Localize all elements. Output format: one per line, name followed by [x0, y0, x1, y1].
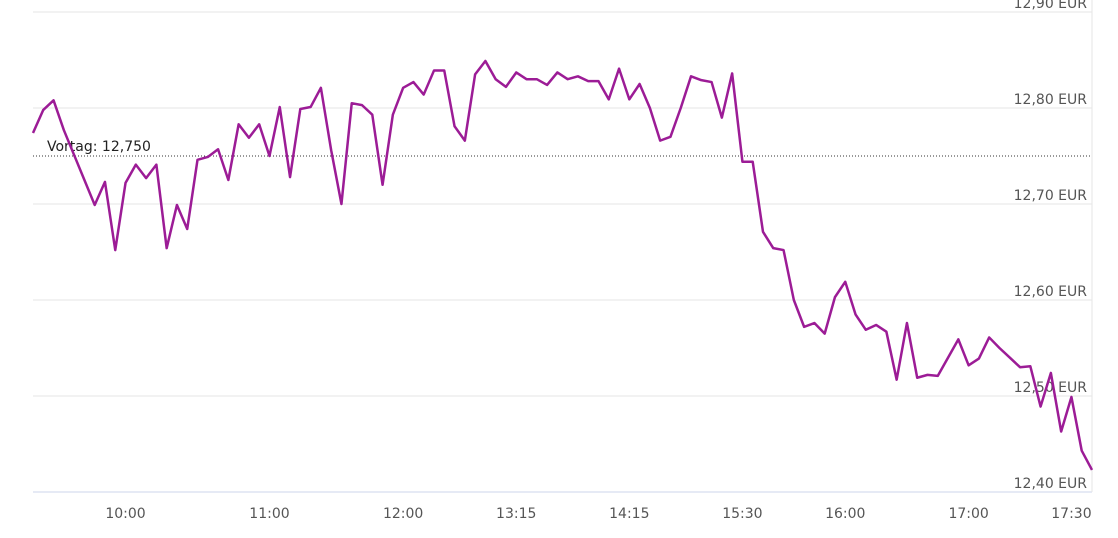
- y-tick-label: 12,60 EUR: [1014, 284, 1088, 300]
- x-tick-label: 16:00: [825, 506, 865, 522]
- x-tick-label: 15:30: [722, 506, 762, 522]
- x-tick-label: 17:30: [1051, 506, 1091, 522]
- reference-label: Vortag: 12,750: [47, 139, 151, 155]
- price-line: [31, 59, 1094, 471]
- y-tick-label: 12,40 EUR: [1014, 476, 1088, 492]
- y-tick-label: 12,50 EUR: [1014, 380, 1088, 396]
- x-tick-label: 14:15: [609, 506, 649, 522]
- y-tick-label: 12,70 EUR: [1014, 188, 1088, 204]
- x-tick-label: 13:15: [496, 506, 536, 522]
- x-tick-label: 17:00: [948, 506, 988, 522]
- x-tick-label: 11:00: [249, 506, 289, 522]
- x-tick-label: 12:00: [383, 506, 423, 522]
- y-tick-label: 12,80 EUR: [1014, 92, 1088, 108]
- x-tick-label: 10:00: [105, 506, 145, 522]
- y-tick-label: 12,90 EUR: [1014, 0, 1088, 12]
